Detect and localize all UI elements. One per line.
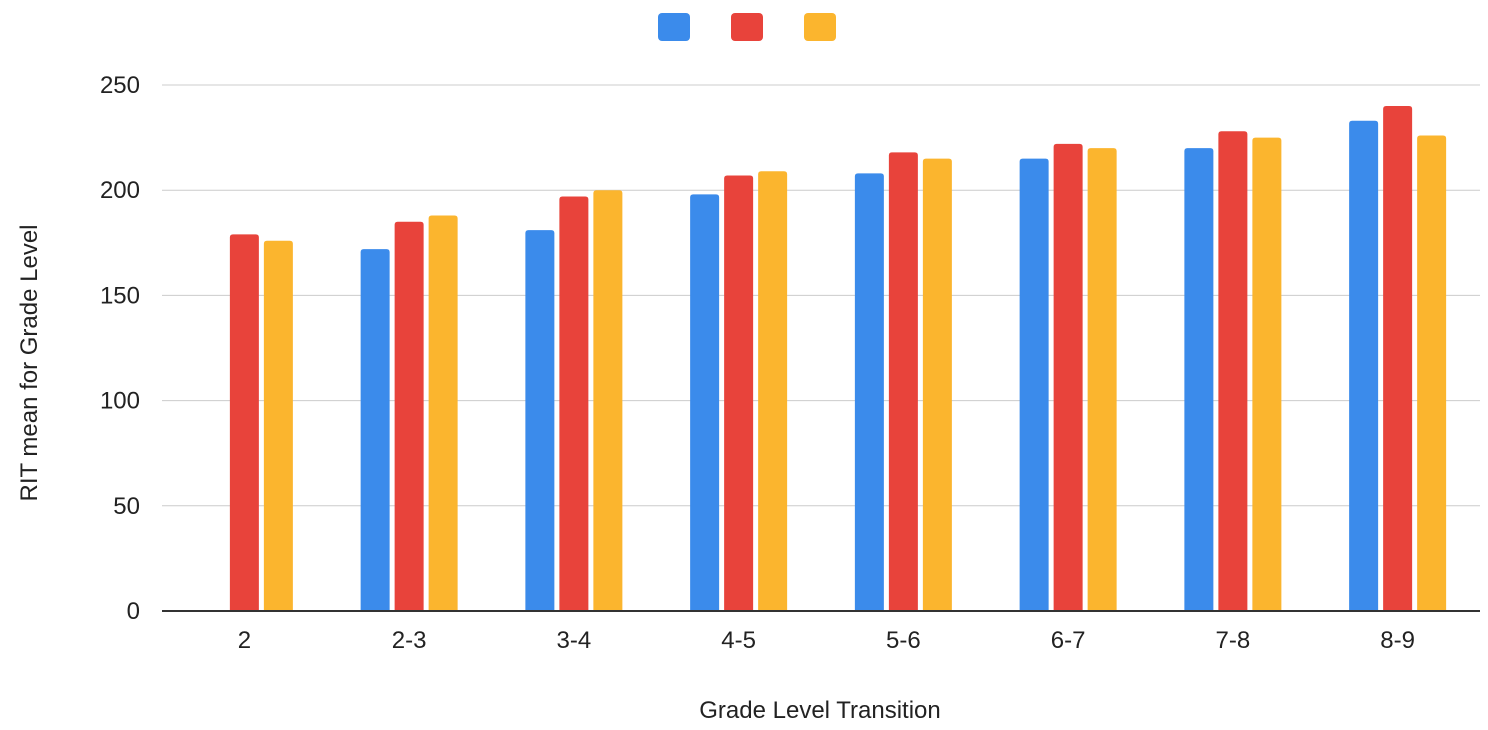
bar — [1218, 131, 1248, 611]
x-axis-title: Grade Level Transition — [699, 697, 940, 724]
bar — [263, 240, 293, 612]
y-tick-label: 200 — [100, 177, 140, 204]
x-axis-ticks: 2 2-3 3-4 4-5 5-6 6-7 7-8 8-9 — [238, 627, 1415, 654]
y-axis-title: RIT mean for Grade Level — [16, 224, 43, 501]
bar — [428, 215, 458, 611]
x-tick-label: 3-4 — [557, 627, 592, 654]
bar — [394, 221, 424, 611]
gridlines — [162, 84, 1480, 507]
bar — [559, 196, 589, 611]
x-tick-label: 8-9 — [1380, 627, 1415, 654]
bar — [1053, 143, 1083, 612]
x-tick-label: 2 — [238, 627, 251, 654]
bar — [229, 234, 259, 611]
x-tick-label: 5-6 — [886, 627, 921, 654]
bar — [593, 190, 623, 611]
legend-swatch — [731, 13, 763, 41]
bar — [854, 173, 884, 612]
y-tick-label: 150 — [100, 282, 140, 309]
bar — [888, 152, 918, 611]
bar — [1417, 135, 1447, 611]
y-axis-ticks: 0 50 100 150 200 250 — [100, 72, 140, 625]
legend-swatch — [804, 13, 836, 41]
bar — [525, 230, 555, 611]
bar — [1019, 158, 1049, 611]
legend — [658, 13, 836, 41]
x-tick-label: 4-5 — [721, 627, 756, 654]
bar — [1349, 120, 1379, 611]
y-tick-label: 0 — [127, 598, 140, 625]
y-tick-label: 50 — [113, 493, 140, 520]
bar — [758, 171, 788, 611]
bar — [360, 249, 390, 611]
x-tick-label: 2-3 — [392, 627, 427, 654]
bar — [1252, 137, 1282, 611]
bar — [1184, 148, 1214, 611]
y-tick-label: 100 — [100, 388, 140, 415]
bar — [922, 158, 952, 611]
bar — [690, 194, 720, 611]
x-tick-label: 7-8 — [1216, 627, 1251, 654]
bar — [1383, 106, 1413, 611]
legend-swatch — [658, 13, 690, 41]
bars — [229, 106, 1447, 612]
bar — [724, 175, 754, 612]
x-tick-label: 6-7 — [1051, 627, 1086, 654]
bar — [1087, 148, 1117, 611]
y-tick-label: 250 — [100, 72, 140, 99]
